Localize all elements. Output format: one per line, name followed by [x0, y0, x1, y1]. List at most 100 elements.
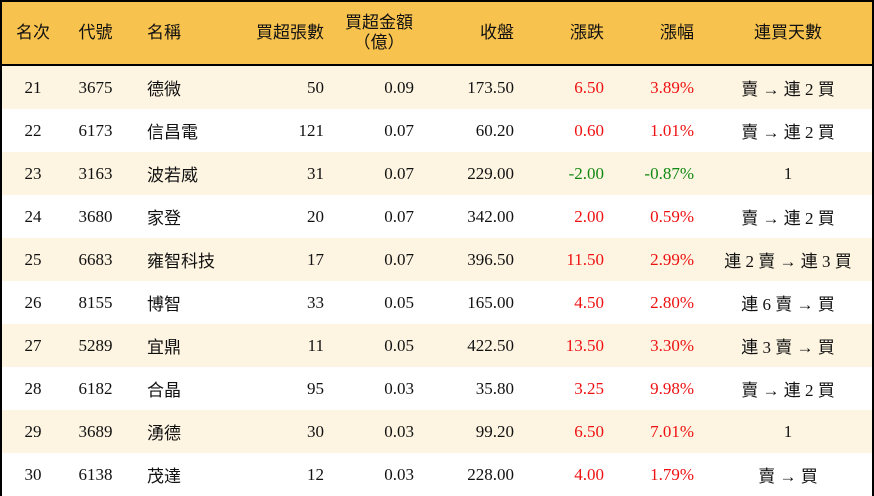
code-cell: 6173 — [64, 109, 127, 152]
change-pct-cell: 2.80% — [614, 281, 704, 324]
close-cell: 165.00 — [424, 281, 524, 324]
rank-cell: 22 — [2, 109, 64, 152]
table-row: 25 6683 雍智科技 17 0.07 396.50 11.50 2.99% 連 2 賣 → … — [2, 238, 872, 281]
rank-cell: 28 — [2, 367, 64, 410]
name-cell: 德微 — [127, 65, 227, 109]
table-row: 21 3675 德微 50 0.09 173.50 6.50 3.89% 賣 → 連 2 買 — [2, 65, 872, 109]
consecutive-days-cell: 賣 → 連 2 買 — [704, 65, 872, 109]
net-buy-lots-cell: 30 — [227, 410, 334, 453]
change-pct-cell: -0.87% — [614, 152, 704, 195]
close-cell: 99.20 — [424, 410, 524, 453]
table-row: 26 8155 博智 33 0.05 165.00 4.50 2.80% 連 6 賣 → 買 — [2, 281, 872, 324]
header-consecutive-days: 連買天數 — [704, 2, 872, 66]
consecutive-days-cell: 連 3 賣 → 買 — [704, 324, 872, 367]
code-cell: 8155 — [64, 281, 127, 324]
close-cell: 173.50 — [424, 65, 524, 109]
change-cell: 13.50 — [524, 324, 614, 367]
change-cell: 4.00 — [524, 453, 614, 496]
consecutive-days-cell: 連 6 賣 → 買 — [704, 281, 872, 324]
change-pct-cell: 1.01% — [614, 109, 704, 152]
header-net-buy-amount-unit: （億） — [353, 33, 405, 52]
name-cell: 湧德 — [127, 410, 227, 453]
consecutive-days-cell: 1 — [704, 152, 872, 195]
table-row: 24 3680 家登 20 0.07 342.00 2.00 0.59% 賣 → 連 2 買 — [2, 195, 872, 238]
name-cell: 信昌電 — [127, 109, 227, 152]
name-cell: 家登 — [127, 195, 227, 238]
net-buy-amount-cell: 0.09 — [334, 65, 424, 109]
table-row: 27 5289 宜鼎 11 0.05 422.50 13.50 3.30% 連 3 賣 → 買 — [2, 324, 872, 367]
header-row: 名次 代號 名稱 買超張數 買超金額 （億） 收盤 漲跌 漲幅 連買天數 — [2, 2, 872, 66]
consecutive-days-cell: 賣 → 連 2 買 — [704, 195, 872, 238]
table-row: 29 3689 湧德 30 0.03 99.20 6.50 7.01% 1 — [2, 410, 872, 453]
change-pct-cell: 3.30% — [614, 324, 704, 367]
change-pct-cell: 2.99% — [614, 238, 704, 281]
rank-cell: 30 — [2, 453, 64, 496]
header-rank: 名次 — [2, 2, 64, 66]
rank-cell: 21 — [2, 65, 64, 109]
change-pct-cell: 1.79% — [614, 453, 704, 496]
net-buy-lots-cell: 12 — [227, 453, 334, 496]
net-buy-amount-cell: 0.07 — [334, 238, 424, 281]
rank-cell: 29 — [2, 410, 64, 453]
consecutive-days-cell: 賣 → 連 2 買 — [704, 367, 872, 410]
rank-cell: 25 — [2, 238, 64, 281]
consecutive-days-cell: 1 — [704, 410, 872, 453]
table-row: 22 6173 信昌電 121 0.07 60.20 0.60 1.01% 賣 → 連 2 買 — [2, 109, 872, 152]
consecutive-days-cell: 賣 → 連 2 買 — [704, 109, 872, 152]
code-cell: 5289 — [64, 324, 127, 367]
close-cell: 229.00 — [424, 152, 524, 195]
code-cell: 3680 — [64, 195, 127, 238]
table-row: 23 3163 波若威 31 0.07 229.00 -2.00 -0.87% 1 — [2, 152, 872, 195]
name-cell: 茂達 — [127, 453, 227, 496]
net-buy-lots-cell: 33 — [227, 281, 334, 324]
change-cell: 4.50 — [524, 281, 614, 324]
change-cell: 2.00 — [524, 195, 614, 238]
header-close: 收盤 — [424, 2, 524, 66]
code-cell: 3689 — [64, 410, 127, 453]
code-cell: 6138 — [64, 453, 127, 496]
net-buy-lots-cell: 17 — [227, 238, 334, 281]
net-buy-amount-cell: 0.03 — [334, 367, 424, 410]
header-code: 代號 — [64, 2, 127, 66]
header-net-buy-amount-label: 買超金額 — [345, 13, 413, 32]
change-cell: 11.50 — [524, 238, 614, 281]
rank-cell: 24 — [2, 195, 64, 238]
net-buy-amount-cell: 0.05 — [334, 324, 424, 367]
net-buy-amount-cell: 0.07 — [334, 195, 424, 238]
name-cell: 波若威 — [127, 152, 227, 195]
net-buy-lots-cell: 11 — [227, 324, 334, 367]
change-cell: 3.25 — [524, 367, 614, 410]
change-pct-cell: 7.01% — [614, 410, 704, 453]
change-pct-cell: 9.98% — [614, 367, 704, 410]
change-cell: 0.60 — [524, 109, 614, 152]
close-cell: 422.50 — [424, 324, 524, 367]
close-cell: 60.20 — [424, 109, 524, 152]
net-buy-lots-cell: 20 — [227, 195, 334, 238]
net-buy-lots-cell: 95 — [227, 367, 334, 410]
code-cell: 6182 — [64, 367, 127, 410]
table-row: 28 6182 合晶 95 0.03 35.80 3.25 9.98% 賣 → 連 2 買 — [2, 367, 872, 410]
code-cell: 3163 — [64, 152, 127, 195]
name-cell: 雍智科技 — [127, 238, 227, 281]
change-cell: 6.50 — [524, 410, 614, 453]
net-buy-amount-cell: 0.07 — [334, 109, 424, 152]
change-cell: -2.00 — [524, 152, 614, 195]
rank-cell: 23 — [2, 152, 64, 195]
change-pct-cell: 3.89% — [614, 65, 704, 109]
change-pct-cell: 0.59% — [614, 195, 704, 238]
net-buy-amount-cell: 0.07 — [334, 152, 424, 195]
net-buy-amount-cell: 0.05 — [334, 281, 424, 324]
code-cell: 6683 — [64, 238, 127, 281]
net-buy-amount-cell: 0.03 — [334, 453, 424, 496]
name-cell: 宜鼎 — [127, 324, 227, 367]
rank-cell: 27 — [2, 324, 64, 367]
consecutive-days-cell: 賣 → 買 — [704, 453, 872, 496]
name-cell: 合晶 — [127, 367, 227, 410]
header-net-buy-amount: 買超金額 （億） — [334, 2, 424, 66]
close-cell: 35.80 — [424, 367, 524, 410]
header-net-buy-lots: 買超張數 — [227, 2, 334, 66]
net-buy-lots-cell: 31 — [227, 152, 334, 195]
header-change-pct: 漲幅 — [614, 2, 704, 66]
change-cell: 6.50 — [524, 65, 614, 109]
